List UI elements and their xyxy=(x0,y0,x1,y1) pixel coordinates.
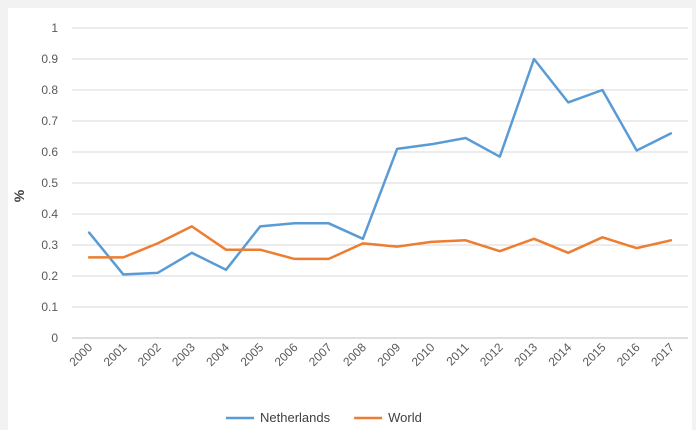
y-tick-label: 1 xyxy=(51,21,58,35)
y-axis-ticks: 0 0.1 0.2 0.3 0.4 0.5 0.6 0.7 0.8 0.9 1 xyxy=(41,21,58,345)
x-tick-label: 2007 xyxy=(306,340,335,369)
legend-label: World xyxy=(388,410,422,425)
x-tick-label: 2001 xyxy=(101,340,130,369)
x-tick-label: 2012 xyxy=(477,340,506,369)
y-tick-label: 0.8 xyxy=(41,83,58,97)
gridlines xyxy=(72,27,688,339)
x-tick-label: 2002 xyxy=(135,340,164,369)
y-axis-label: % xyxy=(11,189,27,202)
x-tick-label: 2010 xyxy=(409,340,438,369)
series-line-world xyxy=(87,225,673,261)
y-tick-label: 0.6 xyxy=(41,145,58,159)
y-tick-label: 0.4 xyxy=(41,207,58,221)
x-tick-label: 2017 xyxy=(648,340,677,369)
x-tick-label: 2009 xyxy=(374,340,403,369)
x-tick-label: 2013 xyxy=(511,340,540,369)
chart-area: 0 0.1 0.2 0.3 0.4 0.5 0.6 0.7 0.8 0.9 1 2000 2001 20… xyxy=(8,8,692,430)
series-lines xyxy=(87,57,673,276)
y-tick-label: 0 xyxy=(51,331,58,345)
x-tick-label: 2003 xyxy=(169,340,198,369)
x-tick-label: 2015 xyxy=(580,340,609,369)
x-tick-label: 2011 xyxy=(444,340,472,368)
series-line-netherlands xyxy=(87,57,673,276)
y-tick-label: 0.5 xyxy=(41,176,58,190)
y-tick-label: 0.3 xyxy=(41,238,58,252)
line-chart: 00.10.20.30.40.50.60.70.80.91 2000 2001 20… xyxy=(11,21,688,425)
y-tick-label: 0.7 xyxy=(41,114,58,128)
x-tick-label: 2005 xyxy=(238,340,267,369)
x-tick-label: 2016 xyxy=(614,340,643,369)
x-axis-ticks: 2000 2001 2002 2003 2004 2005 2006 2007 2008 2009… xyxy=(66,340,677,369)
x-tick-label: 2004 xyxy=(203,340,232,369)
x-tick-label: 2014 xyxy=(546,340,575,369)
legend: Netherlands World xyxy=(226,410,422,425)
x-tick-label: 2006 xyxy=(272,340,301,369)
y-tick-label: 0.2 xyxy=(41,269,58,283)
legend-label: Netherlands xyxy=(260,410,331,425)
x-tick-label: 2000 xyxy=(66,340,95,369)
y-tick-label: 0.9 xyxy=(41,52,58,66)
y-tick-label: 0.1 xyxy=(41,300,58,314)
x-tick-label: 2008 xyxy=(340,340,369,369)
